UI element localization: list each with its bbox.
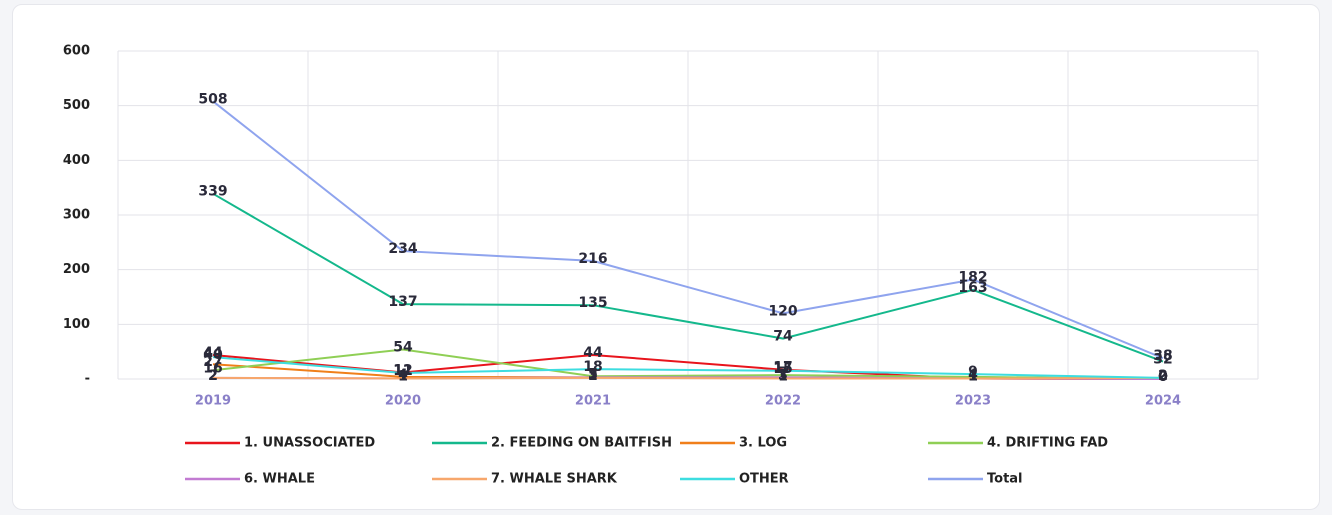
data-label: 120 bbox=[768, 303, 797, 319]
legend-label: Total bbox=[987, 472, 1023, 487]
y-tick-label: 200 bbox=[63, 262, 90, 277]
series-line bbox=[212, 356, 1164, 379]
data-label: 216 bbox=[578, 251, 607, 267]
y-tick-label: 500 bbox=[63, 98, 90, 113]
data-label: 54 bbox=[393, 339, 413, 355]
y-tick-label: 400 bbox=[63, 153, 90, 168]
data-label: 3 bbox=[588, 367, 598, 383]
data-label: 137 bbox=[388, 294, 417, 310]
y-tick-label: 100 bbox=[63, 317, 90, 332]
data-label: 1 bbox=[398, 368, 408, 384]
data-label: 32 bbox=[1153, 352, 1172, 368]
legend-label: 7. WHALE SHARK bbox=[491, 472, 618, 487]
legend-label: 2. FEEDING ON BAITFISH bbox=[491, 436, 672, 451]
legend-label: OTHER bbox=[739, 472, 789, 487]
data-label: 27 bbox=[203, 354, 222, 370]
data-label: 2 bbox=[208, 368, 218, 384]
data-label: 1 bbox=[968, 368, 978, 384]
data-label: 15 bbox=[773, 361, 792, 377]
data-label: 2 bbox=[588, 368, 598, 384]
data-label: 3 bbox=[778, 367, 788, 383]
data-label: 11 bbox=[393, 363, 412, 379]
data-label: 2 bbox=[1158, 368, 1168, 384]
x-tick-label: 2020 bbox=[385, 394, 421, 409]
data-label: 2 bbox=[1158, 368, 1168, 384]
data-label: 508 bbox=[198, 91, 227, 107]
legend-label: 3. LOG bbox=[739, 436, 787, 451]
data-label: 1 bbox=[398, 368, 408, 384]
series-line bbox=[212, 348, 1164, 380]
data-label: 1 bbox=[968, 368, 978, 384]
data-label: 182 bbox=[958, 270, 987, 286]
legend-label: 6. WHALE bbox=[244, 472, 315, 487]
data-label: 339 bbox=[198, 184, 227, 200]
data-label: 4 bbox=[398, 367, 408, 383]
x-tick-label: 2022 bbox=[765, 394, 801, 409]
y-tick-label: 600 bbox=[63, 44, 90, 59]
series-line bbox=[212, 100, 1164, 360]
legend-label: 1. UNASSOCIATED bbox=[244, 436, 375, 451]
data-label: 163 bbox=[958, 280, 987, 296]
data-label: 4 bbox=[968, 367, 978, 383]
data-label: 0 bbox=[1158, 369, 1168, 385]
data-label: 44 bbox=[583, 345, 603, 361]
data-label: 0 bbox=[1158, 369, 1168, 385]
data-label: 0 bbox=[1158, 369, 1168, 385]
data-label: 1 bbox=[778, 368, 788, 384]
data-label: 44 bbox=[203, 345, 223, 361]
x-tick-label: 2019 bbox=[195, 394, 231, 409]
data-label: 38 bbox=[1153, 348, 1172, 364]
data-label: 12 bbox=[393, 362, 412, 378]
data-label: 2 bbox=[208, 368, 218, 384]
data-label: 0 bbox=[1158, 369, 1168, 385]
data-label: 74 bbox=[773, 329, 793, 345]
x-tick-label: 2023 bbox=[955, 394, 991, 409]
data-label: 135 bbox=[578, 295, 607, 311]
data-label: 5 bbox=[588, 366, 598, 382]
data-label: 1 bbox=[968, 368, 978, 384]
series-line bbox=[212, 192, 1164, 363]
data-label: 234 bbox=[388, 241, 417, 257]
legend-label: 4. DRIFTING FAD bbox=[987, 436, 1108, 451]
data-label: 3 bbox=[588, 367, 598, 383]
y-tick-label: 300 bbox=[63, 208, 90, 223]
data-label: 3 bbox=[778, 367, 788, 383]
data-label: 18 bbox=[583, 359, 602, 375]
data-label: 7 bbox=[778, 365, 788, 381]
series-line bbox=[212, 376, 1164, 380]
data-label: 1 bbox=[968, 368, 978, 384]
x-tick-label: 2024 bbox=[1145, 394, 1181, 409]
chart-card bbox=[12, 4, 1320, 510]
y-tick-label: - bbox=[85, 372, 90, 387]
data-label: 16 bbox=[203, 360, 222, 376]
x-tick-label: 2021 bbox=[575, 394, 611, 409]
data-label: 40 bbox=[203, 347, 223, 363]
data-label: 17 bbox=[773, 360, 792, 376]
data-label: 9 bbox=[968, 364, 978, 380]
